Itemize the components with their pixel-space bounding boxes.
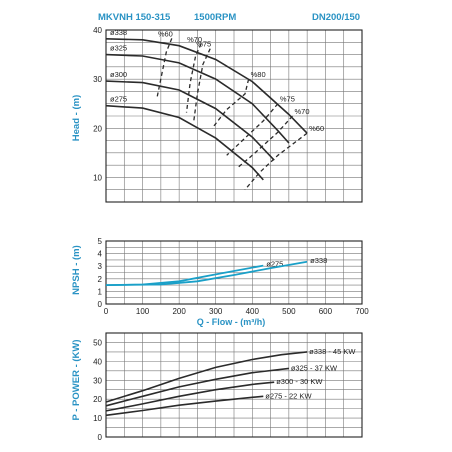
head-curve-d275 — [105, 104, 264, 181]
head-curve-d325 — [105, 53, 290, 144]
head-axis-label: Head - (m) — [71, 95, 82, 141]
y-tick-label: 2 — [98, 275, 103, 284]
y-tick-label: 3 — [98, 262, 103, 271]
power-curve — [105, 381, 275, 412]
x-tick-label: 500 — [282, 307, 296, 316]
power-chart: 50 40 30 20 10 0 ø338 - 45 KW ø325 - 37 KW ø300 … — [93, 332, 363, 442]
head-curve-label: ø325 — [110, 44, 127, 53]
efficiency-line — [156, 38, 173, 97]
efficiency-label: %70 — [295, 107, 310, 116]
efficiency-line — [193, 48, 211, 121]
efficiency-label: %70 — [187, 35, 202, 44]
y-tick-label: 5 — [98, 237, 103, 246]
head-curve-label: ø338 — [110, 28, 127, 37]
y-tick-label: 0 — [98, 433, 103, 442]
y-tick-label: 20 — [93, 124, 102, 133]
efficiency-line — [237, 115, 293, 169]
power-curve — [105, 367, 289, 407]
power-axis-label: P - POWER - (KW) — [71, 339, 82, 420]
npsh-curve-d338 — [105, 260, 308, 286]
y-tick-label: 50 — [93, 338, 102, 347]
y-tick-label: 0 — [98, 300, 103, 309]
efficiency-label: %75 — [280, 95, 295, 104]
npsh-axis-label: NPSH - (m) — [71, 245, 82, 295]
power-curve — [105, 351, 308, 403]
npsh-curve-label: ø275 — [266, 260, 283, 269]
x-tick-label: 0 — [104, 307, 109, 316]
plot-frame — [105, 29, 363, 203]
pump-model-title: MKVNH 150-315 — [98, 12, 171, 23]
head-curve-d300 — [105, 80, 275, 161]
head-curve-d338 — [105, 38, 308, 134]
head-chart: 40302010ø338ø325ø300ø275%60%70%75%80%75%… — [93, 26, 363, 203]
x-tick-label: 600 — [319, 307, 333, 316]
pump-size-title: DN200/150 — [312, 12, 360, 23]
y-tick-label: 1 — [98, 287, 103, 296]
x-tick-label: 300 — [209, 307, 223, 316]
y-tick-label: 40 — [93, 357, 102, 366]
x-tick-label: 200 — [172, 307, 186, 316]
efficiency-label: %60 — [158, 29, 173, 38]
y-tick-label: 40 — [93, 26, 102, 35]
power-curve-label: ø338 - 45 KW — [309, 347, 356, 356]
head-curve-label: ø300 — [110, 70, 127, 79]
y-tick-label: 10 — [93, 414, 102, 423]
npsh-curve-label: ø338 — [310, 256, 327, 265]
plot-frame — [105, 332, 363, 438]
head-curve-label: ø275 — [110, 95, 127, 104]
plot-frame — [105, 240, 363, 305]
efficiency-label: %75 — [196, 40, 211, 49]
y-tick-label: 30 — [93, 75, 102, 84]
x-tick-label: 100 — [136, 307, 150, 316]
x-tick-label: 700 — [355, 307, 369, 316]
y-tick-label: 20 — [93, 395, 102, 404]
pump-speed-title: 1500RPM — [194, 12, 236, 23]
power-curve-label: ø300 - 30 KW — [276, 377, 323, 386]
efficiency-line — [185, 43, 202, 113]
efficiency-label: %80 — [251, 70, 266, 79]
x-tick-label: 400 — [246, 307, 260, 316]
power-curve — [105, 395, 264, 417]
flow-axis-label: Q - Flow - (m³/h) — [197, 317, 265, 327]
y-tick-label: 4 — [98, 250, 103, 259]
efficiency-line — [226, 103, 279, 156]
power-curve-label: ø275 - 22 KW — [265, 391, 312, 400]
efficiency-line — [244, 132, 308, 191]
y-tick-label: 30 — [93, 376, 102, 385]
efficiency-line — [211, 78, 250, 129]
efficiency-label: %60 — [309, 124, 324, 133]
y-tick-label: 10 — [93, 173, 102, 182]
power-curve-label: ø325 - 37 KW — [291, 363, 338, 372]
